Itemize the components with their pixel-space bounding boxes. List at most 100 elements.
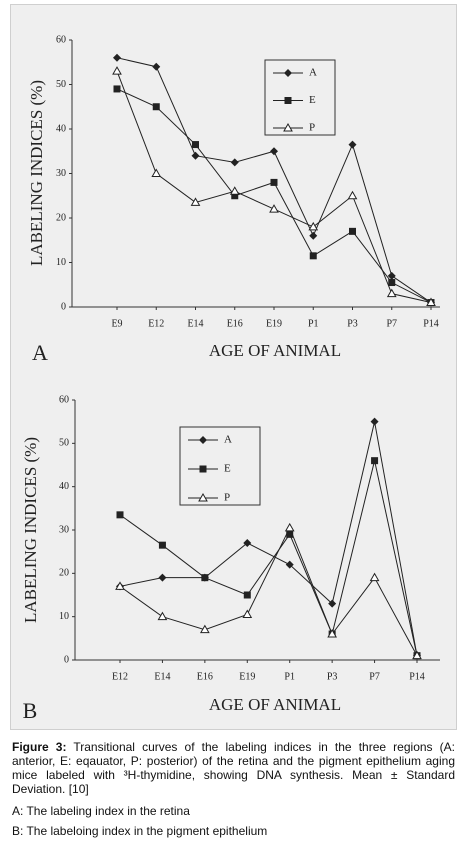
marker (283, 122, 293, 132)
y-tick-label: 0 (64, 654, 69, 665)
marker (198, 492, 208, 502)
marker (157, 611, 168, 621)
y-tick-label: 20 (56, 212, 66, 223)
marker (199, 624, 210, 634)
series-line (116, 88, 432, 303)
x-axis-label: AGE OF ANIMAL (209, 695, 341, 714)
series-line (116, 70, 432, 304)
marker (151, 168, 162, 177)
legend-label: A (224, 434, 232, 446)
y-tick-label: 20 (59, 568, 69, 579)
marker (199, 436, 207, 444)
marker (230, 158, 239, 167)
marker (286, 530, 294, 538)
legend (179, 426, 261, 506)
caption-note: A: The labeling index in the retina (12, 804, 190, 818)
x-tick-label: E16 (227, 318, 243, 329)
marker (231, 192, 239, 200)
y-tick-label: 0 (61, 301, 66, 312)
x-tick-label: P3 (347, 318, 358, 329)
marker (201, 574, 209, 582)
marker (190, 197, 201, 206)
y-tick-label: 10 (56, 257, 66, 268)
marker (243, 539, 252, 547)
marker (152, 103, 160, 111)
marker (192, 141, 199, 149)
marker (309, 231, 318, 240)
marker (328, 599, 337, 608)
x-axis-label: AGE OF ANIMAL (209, 341, 341, 360)
legend-label: E (309, 94, 316, 106)
legend-label: E (224, 463, 231, 475)
marker (112, 66, 122, 75)
marker (309, 252, 317, 260)
x-tick-label: P3 (327, 671, 338, 682)
marker (158, 541, 166, 549)
y-tick-label: 30 (56, 168, 66, 179)
y-tick-label: 30 (59, 524, 69, 535)
marker (191, 151, 200, 160)
marker (412, 650, 422, 660)
caption-label: Figure 3: (12, 740, 67, 754)
series-line (119, 421, 418, 656)
marker (308, 221, 319, 231)
marker (270, 178, 278, 186)
marker (349, 227, 356, 235)
marker (371, 457, 379, 465)
marker (242, 609, 253, 618)
marker (284, 69, 292, 77)
x-tick-label: P14 (423, 318, 439, 329)
figure (10, 4, 457, 730)
x-tick-label: E16 (197, 671, 213, 682)
caption-text: Transitional curves of the labeling indi… (12, 740, 455, 796)
marker (327, 628, 338, 638)
marker (152, 62, 161, 71)
y-axis-label: LABELING INDICES (%) (27, 80, 46, 266)
marker (284, 97, 292, 104)
series-line (119, 526, 418, 656)
marker (115, 581, 125, 590)
marker (347, 190, 358, 200)
marker (113, 53, 121, 62)
y-tick-label: 10 (59, 611, 69, 622)
x-tick-label: E9 (111, 318, 122, 329)
marker (386, 288, 397, 298)
chart: 0 10 20 30 40 50 60 E9 E12 E14 E16 E19 P1 P3 P7 P14 A AGE… (21, 34, 440, 723)
marker (158, 573, 167, 582)
x-tick-label: E12 (112, 671, 128, 682)
caption-note: B: The labeloing index in the pigment ep… (12, 824, 268, 838)
y-tick-label: 50 (59, 438, 69, 449)
x-tick-label: E12 (148, 318, 164, 329)
x-tick-label: E19 (266, 318, 282, 329)
marker (388, 279, 396, 287)
panel-label: B (23, 698, 38, 723)
caption: Figure 3: Transitional curves of the lab… (12, 740, 455, 796)
legend-label: P (309, 122, 315, 134)
marker (387, 271, 396, 280)
x-tick-label: E14 (187, 318, 203, 329)
legend (264, 59, 336, 136)
marker (229, 186, 240, 195)
panel-label: A (32, 340, 48, 365)
y-tick-label: 50 (56, 79, 66, 90)
y-axis-label: LABELING INDICES (%) (21, 437, 40, 623)
y-tick-label: 40 (59, 481, 69, 492)
y-tick-label: 40 (56, 123, 66, 134)
x-tick-label: P7 (369, 671, 380, 682)
marker (370, 417, 379, 426)
marker (243, 591, 251, 599)
marker (348, 140, 357, 149)
x-tick-label: P1 (308, 318, 319, 329)
marker (113, 85, 121, 93)
x-tick-label: P1 (284, 671, 295, 682)
x-tick-label: P14 (409, 671, 425, 682)
x-tick-label: P7 (386, 318, 397, 329)
marker (426, 297, 436, 307)
y-tick-label: 60 (59, 394, 69, 405)
series-line (119, 460, 418, 656)
marker (116, 511, 124, 519)
x-tick-label: E19 (239, 671, 255, 682)
y-tick-label: 60 (56, 34, 66, 45)
marker (285, 560, 294, 569)
marker (199, 465, 207, 473)
